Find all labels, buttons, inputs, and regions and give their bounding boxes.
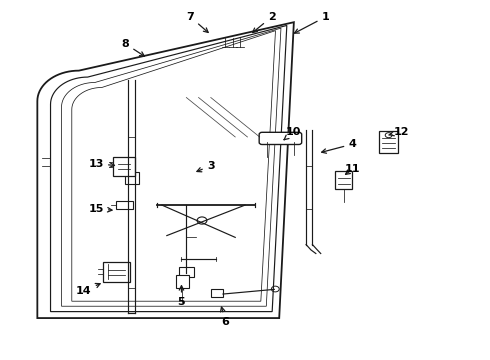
Text: 4: 4 xyxy=(321,139,356,153)
FancyBboxPatch shape xyxy=(259,132,302,144)
Text: 12: 12 xyxy=(389,127,409,136)
Text: 2: 2 xyxy=(252,12,276,32)
Bar xyxy=(113,157,135,176)
Bar xyxy=(116,201,133,209)
Text: 13: 13 xyxy=(88,159,115,169)
Text: 5: 5 xyxy=(178,286,185,307)
Text: 14: 14 xyxy=(76,283,100,296)
Text: 3: 3 xyxy=(197,161,215,172)
Bar xyxy=(179,267,194,277)
Text: 15: 15 xyxy=(88,204,112,214)
Bar xyxy=(335,171,352,189)
Text: 8: 8 xyxy=(122,39,145,56)
Text: 1: 1 xyxy=(294,12,329,33)
Bar xyxy=(125,172,139,184)
Text: 10: 10 xyxy=(284,127,301,140)
Text: 7: 7 xyxy=(186,12,208,32)
Bar xyxy=(175,275,189,288)
Text: 11: 11 xyxy=(345,164,360,174)
Bar xyxy=(379,131,398,153)
Text: 6: 6 xyxy=(220,307,229,327)
Bar xyxy=(103,262,130,282)
Bar xyxy=(211,289,223,297)
